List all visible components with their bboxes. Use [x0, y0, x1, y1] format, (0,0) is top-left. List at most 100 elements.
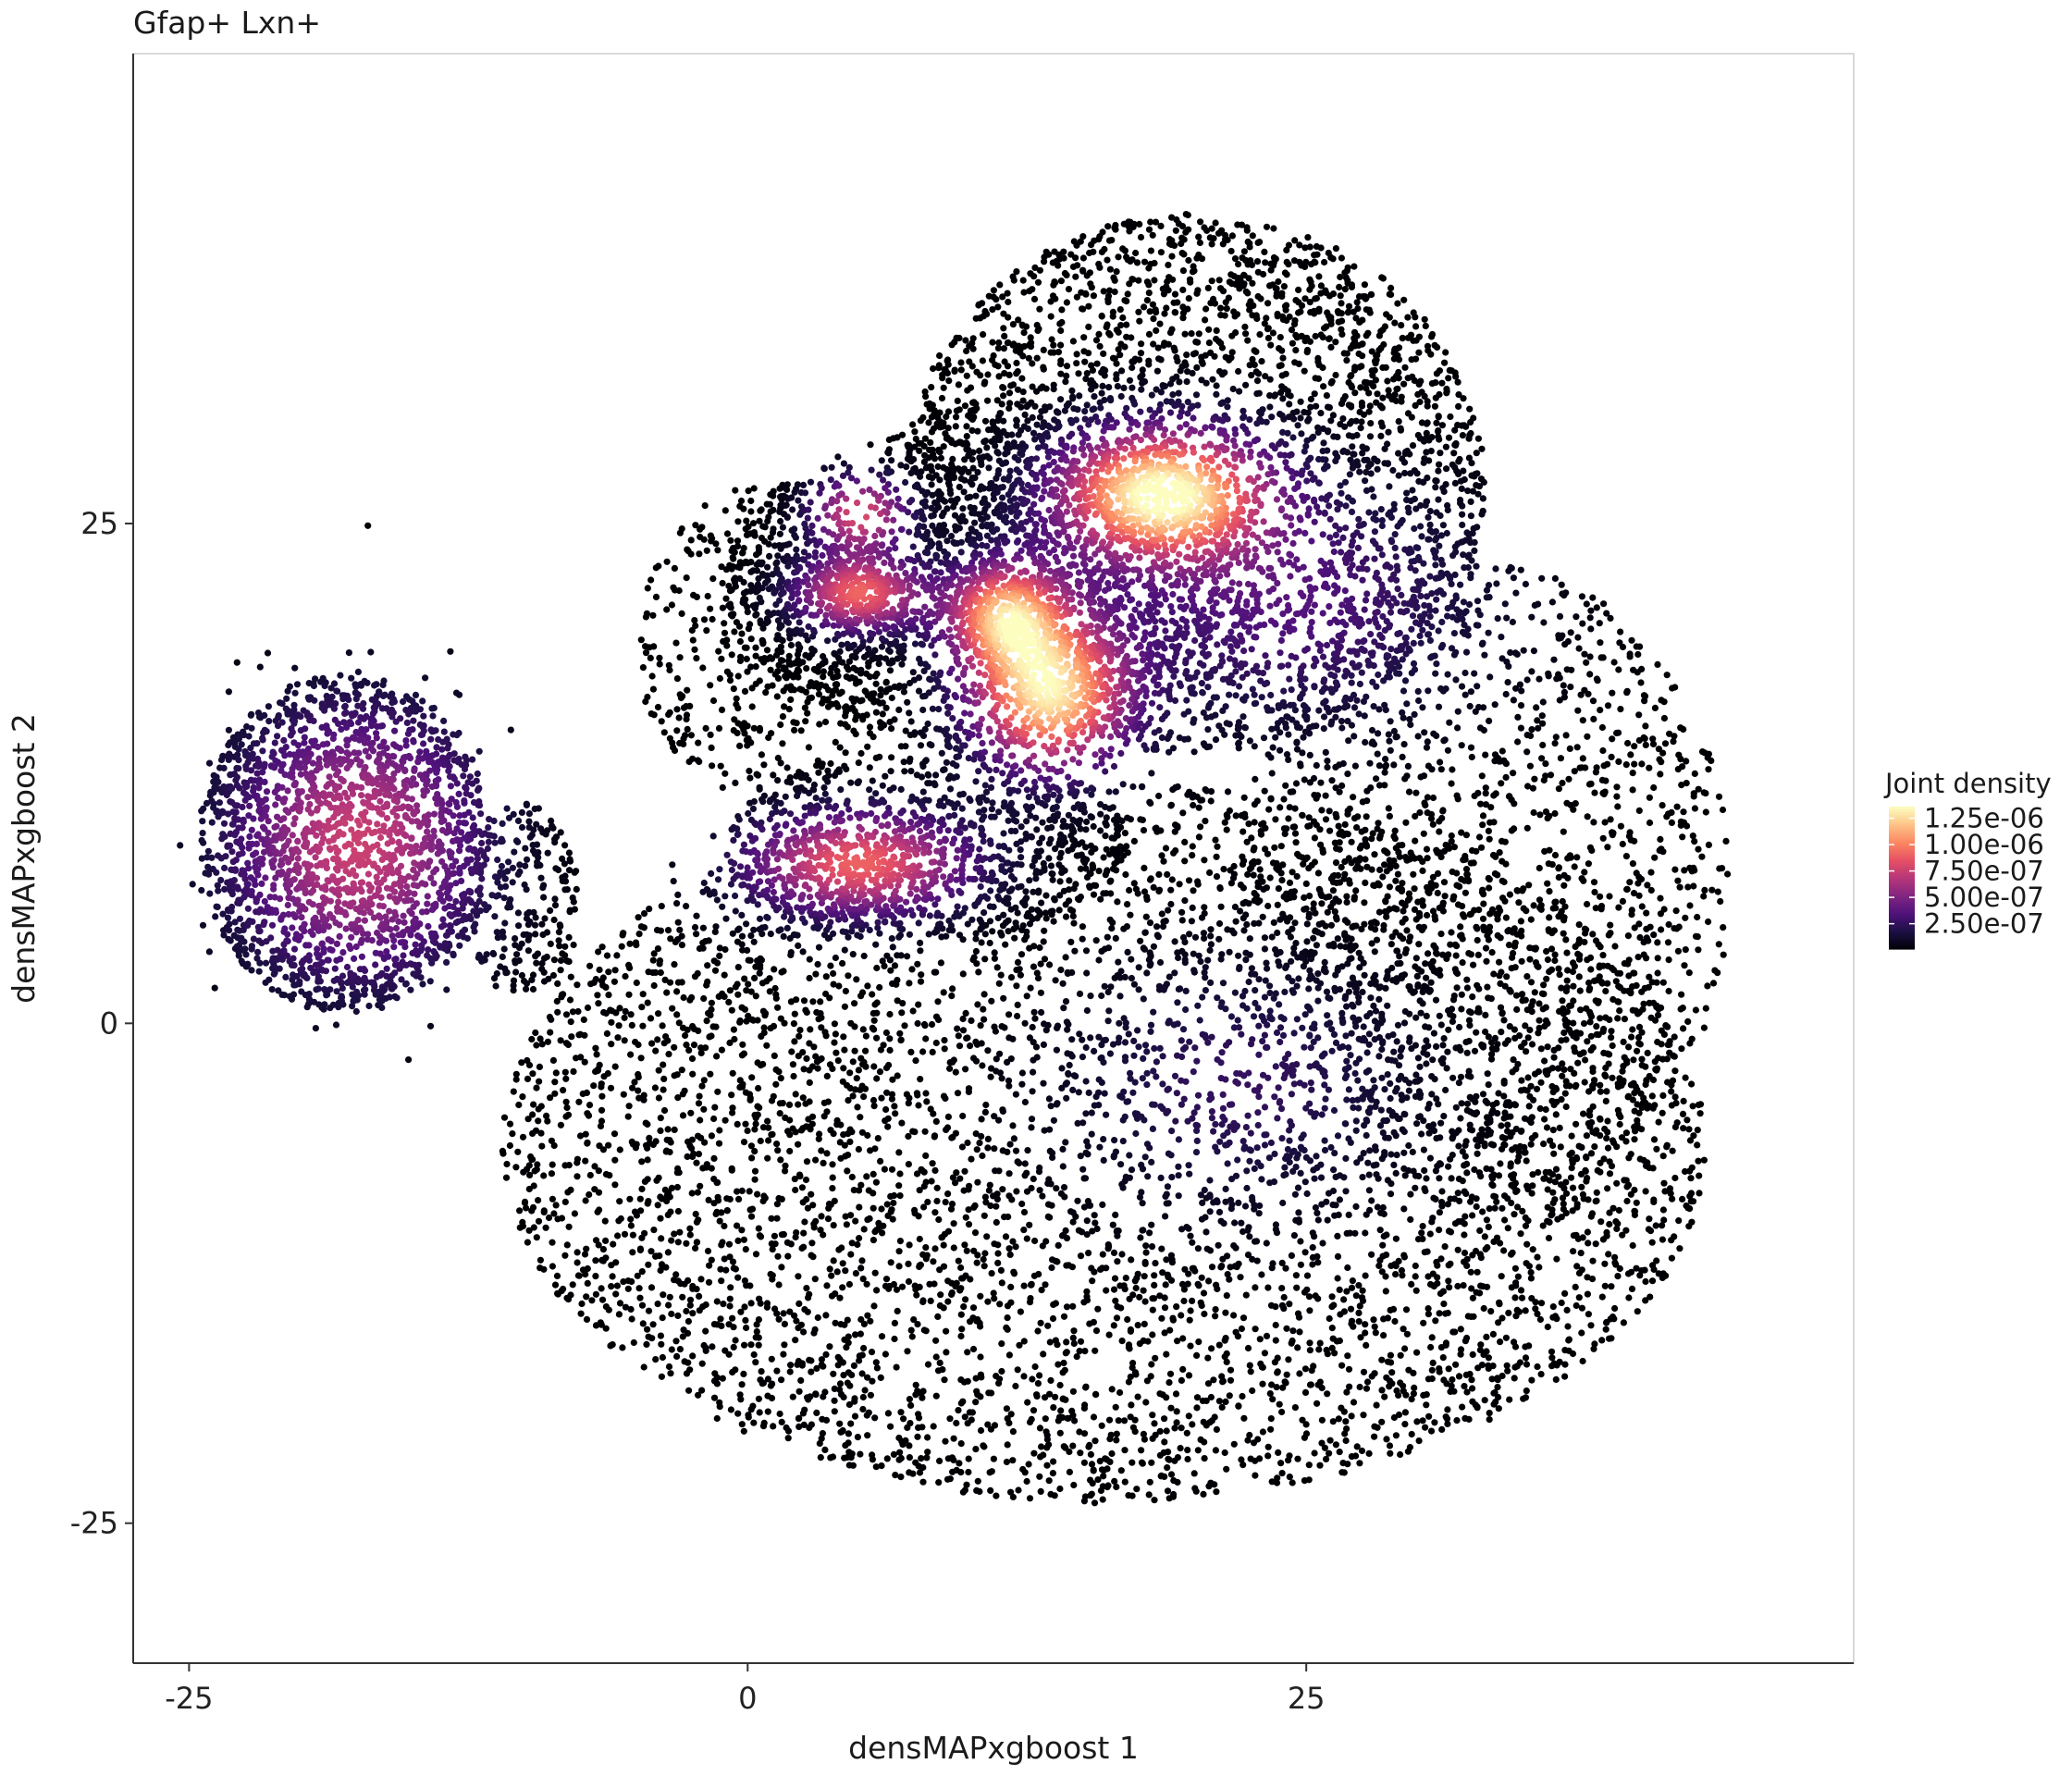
data-point [1138, 1447, 1145, 1454]
data-point [1611, 1304, 1619, 1313]
data-point [740, 1139, 748, 1146]
data-point [1027, 1295, 1034, 1302]
data-point [1193, 290, 1201, 297]
data-point [719, 990, 726, 997]
data-point [1035, 1270, 1042, 1278]
data-point [1536, 864, 1543, 872]
data-point [644, 585, 651, 592]
data-point [614, 1232, 622, 1240]
data-point [605, 1141, 612, 1149]
data-point [1163, 1427, 1170, 1435]
data-point [1003, 1458, 1010, 1466]
data-point [1494, 931, 1501, 940]
data-point [1147, 1373, 1154, 1380]
data-point [830, 1370, 837, 1377]
data-point [899, 1000, 906, 1007]
data-point [671, 564, 679, 573]
data-point [1145, 265, 1153, 272]
data-point [1513, 1306, 1521, 1314]
data-point [1165, 261, 1172, 269]
data-point [757, 1137, 764, 1145]
data-point [1338, 330, 1346, 338]
data-point [834, 1353, 842, 1361]
data-point [1672, 907, 1680, 915]
data-point [1151, 1497, 1158, 1504]
data-point [1057, 278, 1065, 285]
data-point [787, 1240, 795, 1248]
data-point [660, 1291, 667, 1299]
data-point [640, 1363, 648, 1371]
data-point [1061, 1366, 1068, 1374]
data-point [563, 1241, 571, 1249]
data-point [1579, 755, 1586, 762]
data-point [1052, 1393, 1059, 1400]
data-point [1050, 341, 1057, 349]
data-point [1407, 849, 1414, 857]
data-point [1352, 1292, 1360, 1300]
data-point [611, 1156, 619, 1164]
data-point [957, 1311, 965, 1318]
data-point [1030, 1407, 1038, 1414]
data-point [1498, 1314, 1506, 1322]
data-point [1007, 1488, 1015, 1496]
data-point [1339, 1460, 1347, 1467]
data-point [1490, 970, 1498, 978]
data-point [1069, 1442, 1077, 1449]
data-point [886, 1010, 894, 1018]
data-point [822, 1416, 831, 1424]
data-point [1698, 748, 1707, 756]
data-point [1179, 1335, 1187, 1342]
data-point [859, 1393, 867, 1401]
data-point [819, 1430, 827, 1437]
data-point [923, 1454, 931, 1462]
data-point [925, 419, 932, 426]
data-point [1090, 1318, 1097, 1326]
data-point [1571, 768, 1578, 775]
data-point [1106, 331, 1114, 339]
data-point [741, 1277, 749, 1285]
data-point [523, 1204, 530, 1212]
data-point [917, 417, 925, 425]
data-point [1432, 1317, 1439, 1325]
data-point [933, 1184, 941, 1191]
data-point [597, 1319, 604, 1326]
data-point [896, 1170, 904, 1178]
data-point [690, 1150, 697, 1157]
data-point [940, 1263, 948, 1270]
data-point [922, 1090, 930, 1097]
data-point [1329, 1335, 1337, 1342]
data-point [664, 1249, 672, 1256]
data-point [1514, 1273, 1522, 1280]
data-point [740, 1427, 747, 1435]
data-point [1695, 1101, 1702, 1109]
data-point [1627, 1081, 1634, 1089]
data-point [1226, 1392, 1233, 1400]
data-point [988, 1389, 995, 1397]
data-point [1671, 866, 1679, 873]
data-point [1259, 1428, 1266, 1436]
data-point [1060, 1359, 1067, 1367]
data-point [905, 1132, 912, 1141]
data-point [977, 1353, 984, 1361]
data-point [1391, 319, 1399, 327]
data-point [1182, 228, 1190, 236]
data-point [1442, 1310, 1449, 1317]
data-point [863, 1173, 870, 1180]
data-point [695, 1391, 702, 1399]
data-point [1386, 1442, 1394, 1449]
data-point [878, 1333, 886, 1340]
data-point [1311, 252, 1318, 259]
data-point [773, 1367, 781, 1375]
data-point [695, 1216, 702, 1224]
data-point [649, 685, 658, 693]
data-point [882, 1105, 890, 1114]
data-point [1020, 1338, 1028, 1345]
data-point [833, 1268, 841, 1276]
data-point [1057, 341, 1065, 349]
data-point [1014, 1366, 1021, 1374]
data-point [911, 1128, 919, 1136]
data-point [1609, 1314, 1617, 1321]
data-point [530, 1224, 537, 1231]
data-point [1516, 1359, 1523, 1366]
data-point [1371, 1433, 1378, 1440]
